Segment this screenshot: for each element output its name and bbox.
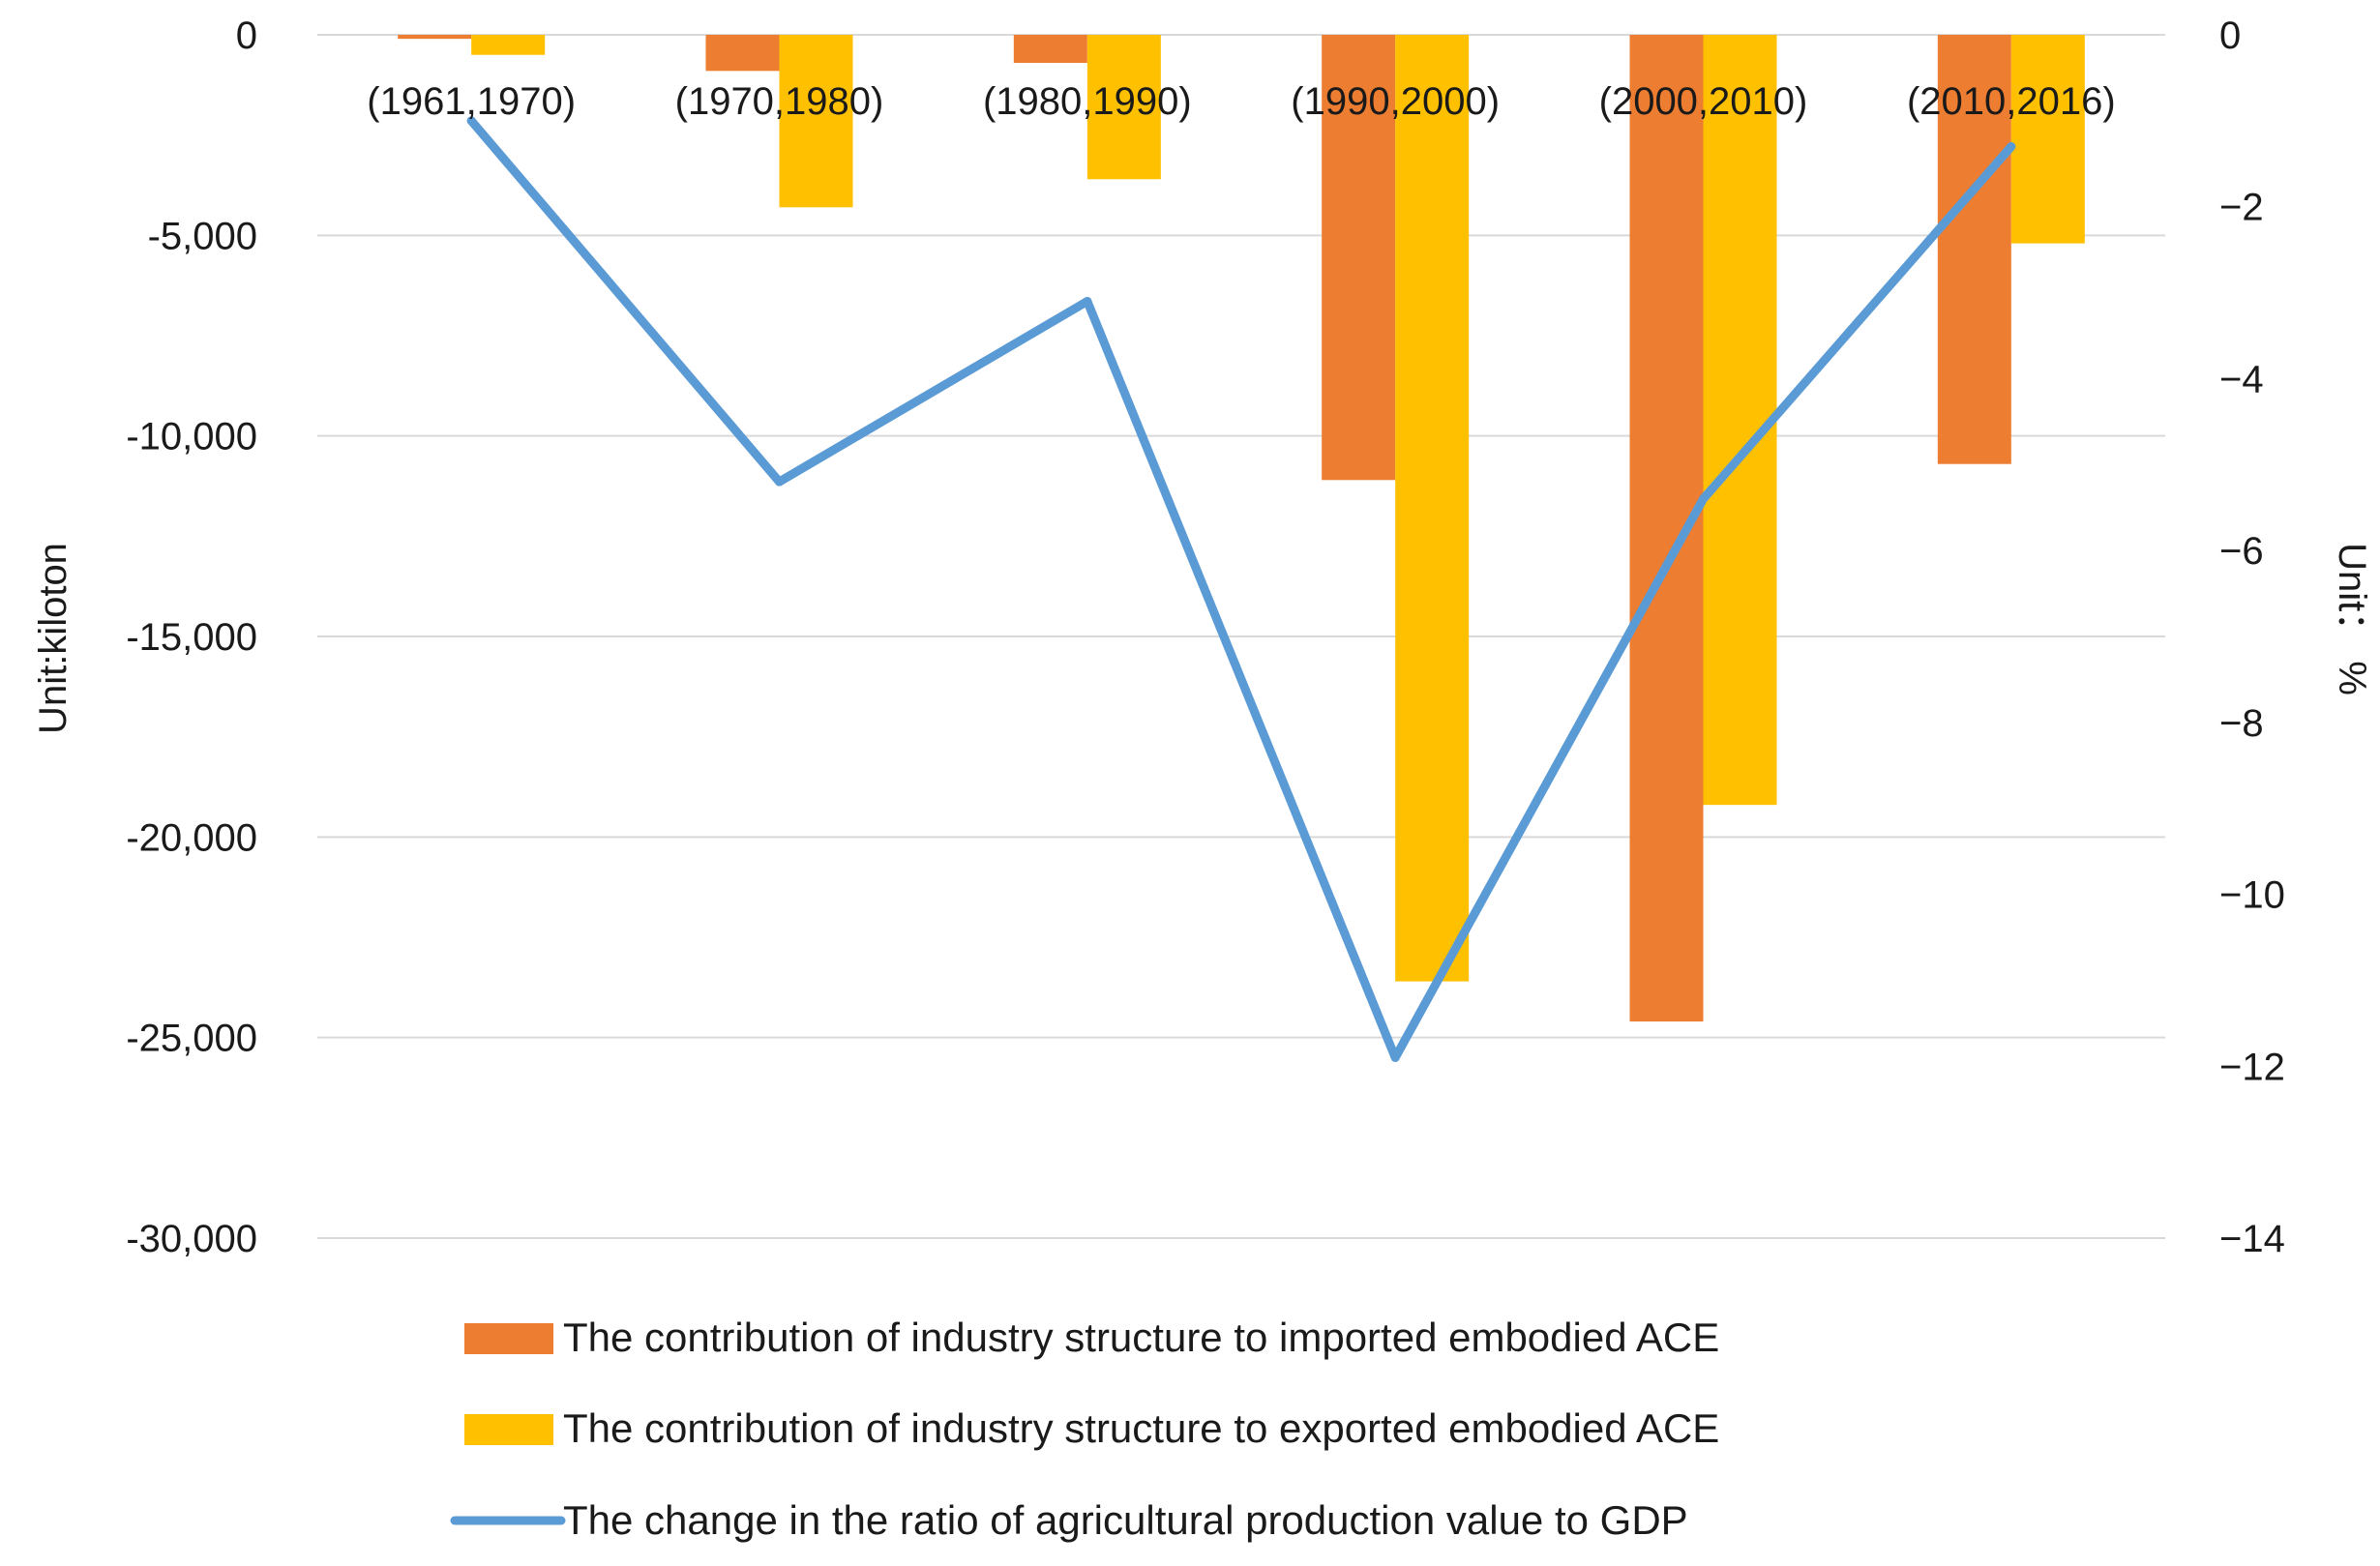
line-point [1083, 296, 1092, 306]
bar [1703, 35, 1777, 806]
bar [1937, 35, 2011, 464]
left-axis-ticks: 0 -5,000 -10,000 -15,000 -20,000 -25,000 -30,0… [126, 15, 257, 1260]
bar [2010, 35, 2085, 244]
left-tick-label: -10,000 [126, 416, 257, 458]
left-tick-label: -30,000 [126, 1218, 257, 1260]
bar [705, 35, 780, 72]
line-point [2007, 142, 2016, 152]
right-tick-label: −8 [2219, 702, 2264, 745]
left-tick-label: -15,000 [126, 616, 257, 659]
category-label: (2010,2016) [1907, 80, 2116, 123]
bar [398, 35, 472, 40]
legend: The contribution of industry structure t… [450, 1315, 1719, 1543]
bar [1086, 35, 1161, 180]
gridlines [317, 34, 2165, 1239]
line-point [466, 116, 476, 126]
left-axis-title: Unit:kiloton [32, 543, 74, 734]
left-tick-label: -20,000 [126, 816, 257, 859]
line-point [1390, 1052, 1400, 1062]
right-axis-title: Unit： % [2331, 543, 2373, 695]
bars [398, 35, 2085, 1022]
line-point [775, 477, 784, 487]
right-tick-label: 0 [2219, 15, 2241, 57]
bar [779, 35, 853, 208]
right-tick-label: −12 [2219, 1046, 2285, 1088]
left-tick-label: -5,000 [148, 215, 257, 257]
bar [471, 35, 546, 55]
bar [1322, 35, 1396, 481]
right-tick-label: −4 [2219, 358, 2264, 400]
right-tick-label: −6 [2219, 530, 2264, 573]
legend-label-imported: The contribution of industry structure t… [563, 1315, 1719, 1360]
bar [1013, 35, 1087, 64]
right-tick-label: −10 [2219, 874, 2285, 917]
bar [1629, 35, 1704, 1022]
category-label: (2000,2010) [1599, 80, 1808, 123]
category-label: (1961,1970) [367, 80, 576, 123]
right-tick-label: −14 [2219, 1218, 2285, 1260]
right-axis-ticks: 0 −2 −4 −6 −8 −10 −12 −14 [2219, 15, 2285, 1260]
left-tick-label: 0 [236, 15, 257, 57]
category-labels: (1961,1970) (1970,1980) (1980,1990) (1990,2… [367, 80, 2115, 123]
line-series [466, 116, 2016, 1062]
legend-label-ratio: The change in the ratio of agricultural … [563, 1497, 1688, 1543]
category-label: (1970,1980) [675, 80, 884, 123]
right-tick-label: −2 [2219, 187, 2264, 229]
ratio-line [466, 116, 2016, 1062]
left-tick-label: -25,000 [126, 1018, 257, 1060]
legend-swatch-imported [464, 1323, 553, 1354]
category-label: (1980,1990) [983, 80, 1192, 123]
category-label: (1990,2000) [1291, 80, 1500, 123]
bar [1395, 35, 1470, 982]
legend-label-exported: The contribution of industry structure t… [563, 1405, 1719, 1451]
line-point [1699, 494, 1708, 504]
legend-swatch-exported [464, 1414, 553, 1445]
